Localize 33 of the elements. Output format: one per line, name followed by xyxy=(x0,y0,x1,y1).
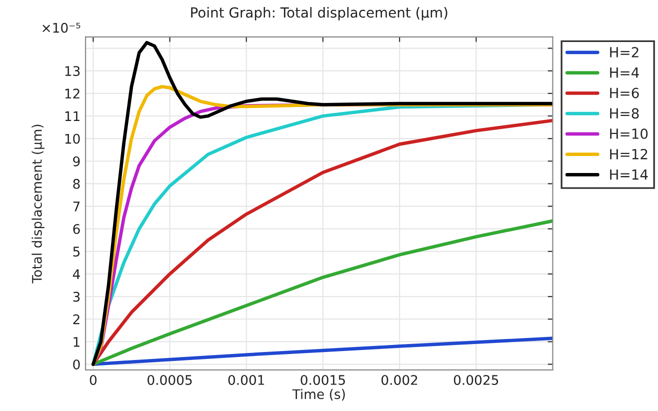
legend-label: H=14 xyxy=(610,169,648,180)
legend-label: H=8 xyxy=(610,108,639,119)
chart-title: Point Graph: Total displacement (μm) xyxy=(191,6,448,20)
legend-label: H=6 xyxy=(610,88,639,98)
y-tick-label: 9 xyxy=(73,156,80,166)
x-tick-label: 0.001 xyxy=(228,374,264,385)
y-tick-label: 13 xyxy=(65,66,80,76)
y-tick-label: 6 xyxy=(73,224,80,234)
y-tick-label: 10 xyxy=(65,134,80,144)
legend-label: H=10 xyxy=(610,128,648,140)
x-tick-label: 0.0005 xyxy=(148,374,192,385)
y-axis-title: Total displacement (μm) xyxy=(32,124,44,284)
line-series xyxy=(92,336,553,366)
text: ×10⁻⁵ xyxy=(42,22,80,33)
x-tick-label: 0 xyxy=(90,374,97,385)
x-tick-label: 0.002 xyxy=(382,374,418,385)
y-tick-label: 11 xyxy=(65,111,80,121)
y-tick-label: 7 xyxy=(73,202,80,212)
y-tick-label: 8 xyxy=(73,178,80,189)
y-tick-label: 5 xyxy=(73,246,80,257)
legend-label: H=12 xyxy=(610,148,648,160)
y-tick-label: 4 xyxy=(72,269,80,279)
y-tick-label: 12 xyxy=(65,88,80,98)
legend-label: H=2 xyxy=(610,46,638,58)
x-tick-label: 0.0015 xyxy=(300,374,345,385)
y-tick-label: 0 xyxy=(73,359,80,370)
y-tick-label: 3 xyxy=(73,292,80,302)
legend-label: H=4 xyxy=(610,68,639,78)
x-axis-title: Time (s) xyxy=(292,388,345,401)
line-series xyxy=(92,219,553,366)
y-tick-label: 2 xyxy=(73,314,80,324)
x-tick-label: 0.0025 xyxy=(454,374,498,385)
y-tick-label: 1 xyxy=(74,337,80,347)
